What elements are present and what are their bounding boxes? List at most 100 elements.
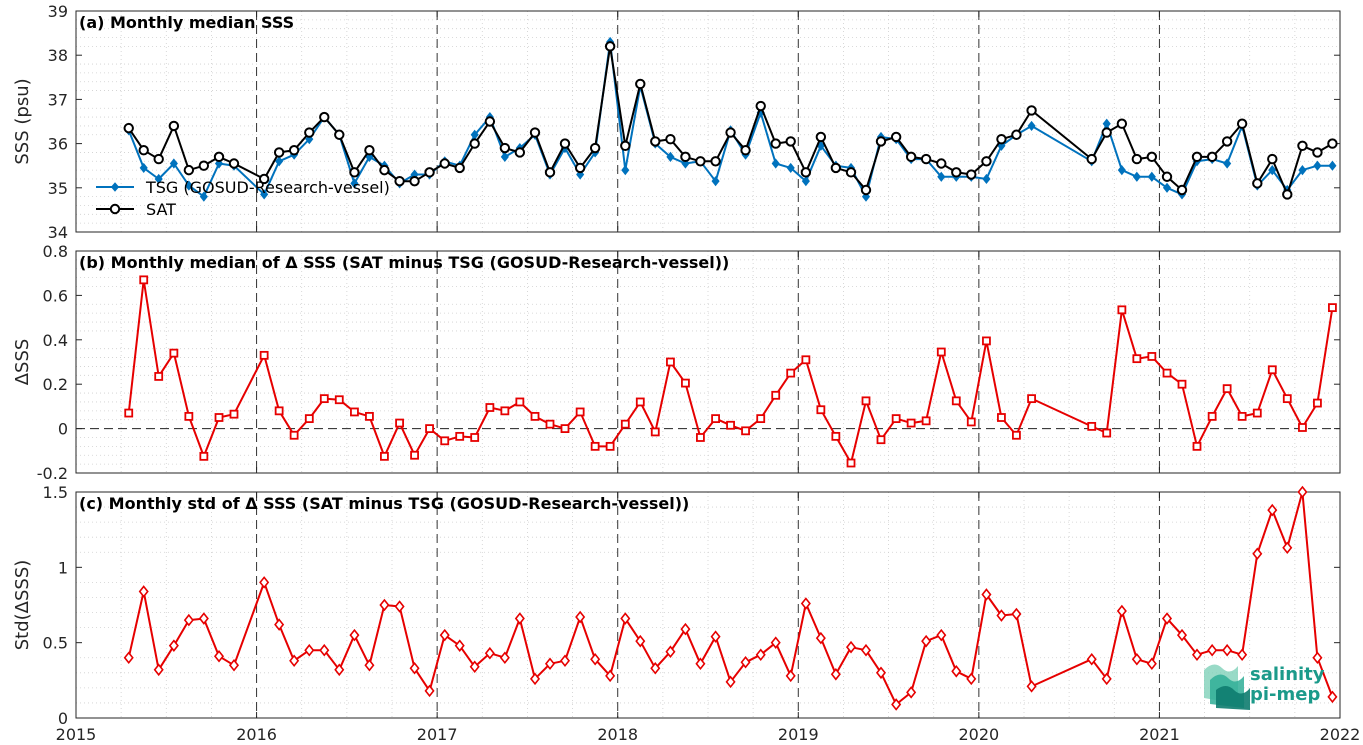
data-point (575, 407, 585, 417)
data-point (1026, 680, 1037, 693)
data-point (364, 145, 375, 156)
data-point (1252, 408, 1262, 418)
data-point (154, 173, 163, 185)
data-point (544, 657, 556, 671)
data-point (213, 649, 225, 663)
data-point (334, 129, 345, 140)
x-tick-label: 2020 (958, 725, 999, 744)
data-point (1297, 485, 1308, 499)
x-tick-label: 2017 (417, 725, 458, 744)
data-point (936, 158, 947, 169)
data-point (1161, 171, 1173, 182)
data-point (199, 451, 209, 461)
data-point (260, 189, 269, 200)
data-point (755, 648, 766, 662)
data-point (1267, 365, 1277, 375)
x-tick-label: 2019 (778, 725, 819, 744)
data-point (905, 151, 917, 163)
data-point (635, 397, 645, 407)
data-point (1011, 607, 1022, 621)
salinity-wave-icon (1204, 664, 1250, 710)
data-point (621, 165, 630, 176)
data-point (183, 613, 194, 627)
data-point (484, 646, 495, 660)
data-point (845, 167, 857, 178)
year-lines (256, 492, 1160, 718)
data-point (499, 142, 511, 154)
data-point (275, 156, 284, 167)
data-point (890, 131, 902, 143)
data-point (710, 156, 721, 167)
y-tick-label: 0.4 (43, 331, 68, 350)
data-point (997, 413, 1006, 422)
data-point (259, 350, 269, 360)
data-point (169, 158, 178, 169)
data-point (1146, 151, 1158, 163)
data-point (681, 378, 690, 388)
data-point (1132, 354, 1142, 364)
data-point (350, 178, 359, 189)
data-point (635, 78, 646, 90)
data-point (680, 151, 691, 163)
data-point (1101, 672, 1112, 686)
data-point (590, 441, 600, 451)
data-point (123, 651, 134, 665)
data-point (394, 175, 405, 187)
y-tick-label: 0 (58, 420, 68, 439)
panel-2: -0.2 0 0.2 0.4 0.6 0.8 ΔSSS (b) Monthly median … (12, 242, 1341, 483)
data-point (529, 672, 541, 686)
data-point (379, 164, 390, 176)
data-point (711, 414, 720, 424)
data-point (1206, 151, 1218, 163)
data-point (139, 275, 149, 285)
y-axis-label: Std(ΔSSS) (12, 560, 33, 651)
data-point (861, 396, 871, 406)
data-point (860, 184, 872, 196)
data-point (725, 675, 736, 689)
data-point (454, 639, 465, 652)
y-tick-label: -0.2 (37, 464, 68, 483)
panel-title: (b) Monthly median of Δ SSS (SAT minus T… (79, 253, 729, 272)
y-axis-label: SSS (psu) (12, 78, 33, 164)
data-point (1116, 604, 1127, 618)
data-point (695, 657, 706, 671)
data-point (635, 634, 646, 648)
data-point (1267, 503, 1278, 517)
y-tick-label: 0.6 (43, 286, 68, 305)
x-tick-label: 2016 (236, 725, 277, 744)
data-point (921, 634, 932, 648)
data-point (680, 622, 691, 636)
data-point (1147, 352, 1157, 361)
data-point (666, 357, 675, 367)
data-point (982, 336, 991, 346)
data-point (1117, 305, 1127, 315)
data-point (650, 136, 661, 147)
legend-entry: TSG (GOSUD-Research-vessel) (145, 178, 390, 197)
data-point (937, 171, 946, 182)
data-point (545, 419, 555, 429)
data-point (981, 156, 992, 167)
data-point (756, 414, 766, 424)
data-point (409, 175, 420, 187)
data-point (123, 122, 134, 134)
data-point (650, 661, 661, 675)
data-point (349, 628, 360, 642)
data-point (1223, 158, 1232, 169)
data-point (499, 651, 510, 665)
data-point (861, 191, 871, 202)
data-point (395, 418, 404, 428)
data-point (574, 162, 586, 174)
data-point (394, 600, 405, 613)
data-point (891, 698, 902, 711)
panel-1: 34 35 36 37 38 39 SSS (psu) (a) Monthly median … (12, 2, 1341, 242)
data-point (726, 420, 735, 430)
data-point (755, 100, 766, 112)
y-axis-label: ΔSSS (12, 339, 33, 386)
data-point (1176, 628, 1188, 642)
data-point (1146, 657, 1157, 671)
data-point (184, 411, 194, 421)
data-point (228, 658, 240, 672)
data-point (259, 576, 270, 589)
data-point (1161, 612, 1173, 625)
data-point (785, 669, 796, 683)
